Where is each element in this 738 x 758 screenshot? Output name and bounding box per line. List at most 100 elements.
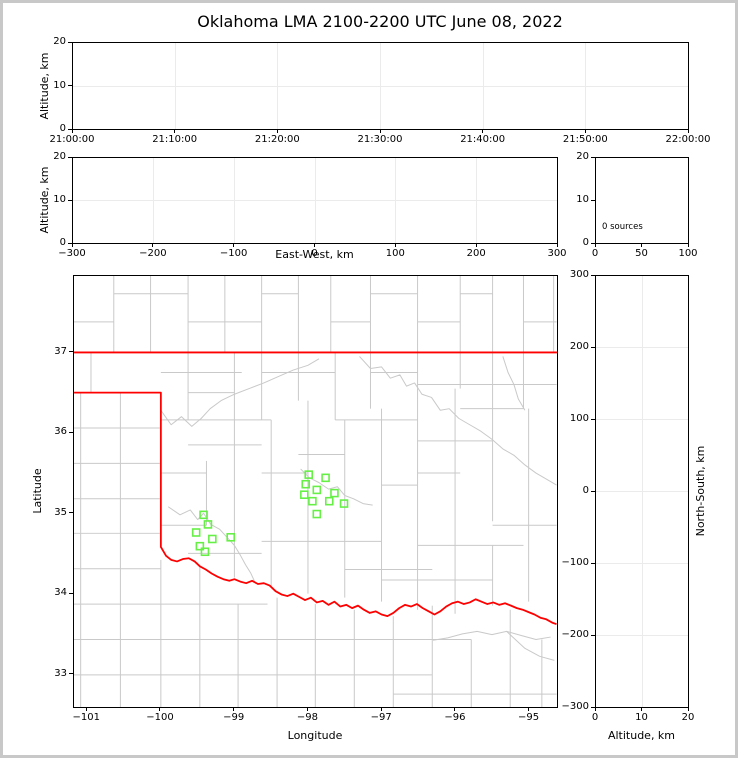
lma-station-marker bbox=[321, 473, 330, 483]
axis-tick bbox=[68, 199, 72, 201]
x-tick-label: −99 bbox=[223, 712, 245, 723]
axis-tick bbox=[152, 243, 154, 247]
lma-station-marker bbox=[199, 510, 208, 520]
y-tick-label: 0 bbox=[582, 485, 589, 496]
x-tick-label: 21:50:00 bbox=[562, 134, 608, 145]
ns-height-xlabel: Altitude, km bbox=[607, 729, 676, 742]
y-tick-label: −100 bbox=[561, 557, 589, 568]
time-height-panel bbox=[72, 42, 689, 130]
axis-tick bbox=[68, 85, 72, 86]
state-border-line bbox=[74, 391, 557, 626]
y-tick-label: 100 bbox=[569, 413, 589, 424]
lma-station-marker bbox=[200, 547, 210, 557]
source-count-label: 0 sources bbox=[602, 222, 643, 232]
y-tick-label: 36 bbox=[54, 426, 67, 438]
x-tick-label: 0 bbox=[591, 248, 599, 259]
grid-line bbox=[72, 200, 557, 201]
x-tick-label: 21:10:00 bbox=[152, 134, 198, 145]
axis-tick bbox=[314, 243, 315, 247]
axis-tick bbox=[591, 706, 595, 708]
axis-tick bbox=[641, 243, 642, 247]
lma-station-marker bbox=[300, 490, 309, 499]
axis-tick bbox=[68, 242, 72, 244]
axis-tick bbox=[591, 634, 595, 636]
lma-station-marker bbox=[330, 488, 339, 498]
axis-tick bbox=[68, 156, 72, 158]
lma-station-marker bbox=[339, 499, 349, 508]
river-line bbox=[300, 468, 373, 506]
axis-tick bbox=[306, 707, 308, 711]
axis-tick bbox=[71, 243, 73, 247]
x-tick-label: −200 bbox=[139, 248, 167, 259]
y-tick-label: −300 bbox=[561, 701, 589, 712]
axis-tick bbox=[591, 242, 595, 244]
axis-tick bbox=[233, 707, 235, 711]
axis-tick bbox=[174, 129, 176, 133]
y-tick-label: 300 bbox=[569, 269, 589, 280]
y-tick-label: 10 bbox=[53, 194, 66, 205]
y-tick-label: 10 bbox=[576, 194, 589, 205]
y-tick-label: 200 bbox=[569, 341, 589, 352]
x-tick-label: 20 bbox=[681, 712, 695, 723]
axis-tick bbox=[71, 129, 73, 133]
lma-station-marker bbox=[304, 470, 314, 479]
axis-tick bbox=[584, 129, 586, 133]
river-line bbox=[167, 506, 256, 583]
x-tick-label: −100 bbox=[146, 712, 174, 723]
x-tick-label: 100 bbox=[385, 248, 405, 259]
y-tick-label: 35 bbox=[54, 506, 67, 518]
lma-station-marker bbox=[226, 533, 235, 542]
axis-tick bbox=[69, 592, 73, 594]
axis-tick bbox=[482, 129, 484, 133]
grid-line bbox=[641, 275, 643, 707]
river-line bbox=[506, 631, 555, 661]
lma-station-marker bbox=[312, 485, 322, 495]
lma-station-marker bbox=[203, 520, 213, 529]
y-tick-label: 37 bbox=[54, 345, 67, 357]
y-tick-label: 20 bbox=[576, 151, 589, 162]
axis-tick bbox=[687, 707, 689, 711]
river-line bbox=[160, 358, 320, 427]
axis-tick bbox=[69, 351, 73, 353]
axis-tick bbox=[85, 707, 87, 711]
ew-height-ylabel: Altitude, km bbox=[38, 166, 51, 234]
axis-tick bbox=[528, 707, 530, 711]
river-line bbox=[432, 630, 551, 641]
lma-station-marker bbox=[312, 509, 322, 519]
plan-view-panel bbox=[73, 275, 558, 708]
ns-height-right-label: North-South, km bbox=[694, 445, 707, 537]
axis-tick bbox=[68, 128, 72, 130]
x-tick-label: 0 bbox=[591, 712, 599, 723]
axis-tick bbox=[591, 346, 595, 348]
axis-tick bbox=[394, 243, 396, 247]
figure-title: Oklahoma LMA 2100-2200 UTC June 08, 2022 bbox=[197, 12, 563, 31]
axis-tick bbox=[556, 243, 558, 247]
axis-tick bbox=[379, 129, 381, 133]
lma-station-marker bbox=[301, 479, 311, 489]
x-tick-label: 200 bbox=[466, 248, 486, 259]
river-line bbox=[502, 356, 526, 411]
plan-view-ylabel: Latitude bbox=[31, 468, 44, 514]
lma-station-marker bbox=[195, 541, 205, 551]
x-tick-label: −300 bbox=[58, 248, 86, 259]
lma-station-marker bbox=[324, 496, 334, 506]
x-tick-label: 100 bbox=[678, 248, 698, 259]
axis-tick bbox=[276, 129, 278, 133]
axis-tick bbox=[591, 156, 595, 158]
grid-line bbox=[72, 85, 688, 87]
axis-tick bbox=[69, 431, 73, 433]
axis-tick bbox=[233, 243, 235, 247]
axis-tick bbox=[69, 673, 73, 675]
north-south-height-panel bbox=[595, 275, 689, 708]
east-west-height-panel bbox=[72, 157, 558, 244]
y-tick-label: 0 bbox=[59, 123, 66, 134]
plan-view-xlabel: Longitude bbox=[287, 729, 343, 742]
y-tick-label: 0 bbox=[582, 237, 589, 248]
x-tick-label: 21:20:00 bbox=[254, 134, 300, 145]
axis-tick bbox=[454, 707, 456, 711]
axis-tick bbox=[591, 274, 595, 276]
altitude-histogram-panel bbox=[595, 157, 689, 244]
x-tick-label: 21:30:00 bbox=[357, 134, 403, 145]
x-tick-label: −100 bbox=[219, 248, 248, 259]
axis-tick bbox=[68, 41, 72, 43]
